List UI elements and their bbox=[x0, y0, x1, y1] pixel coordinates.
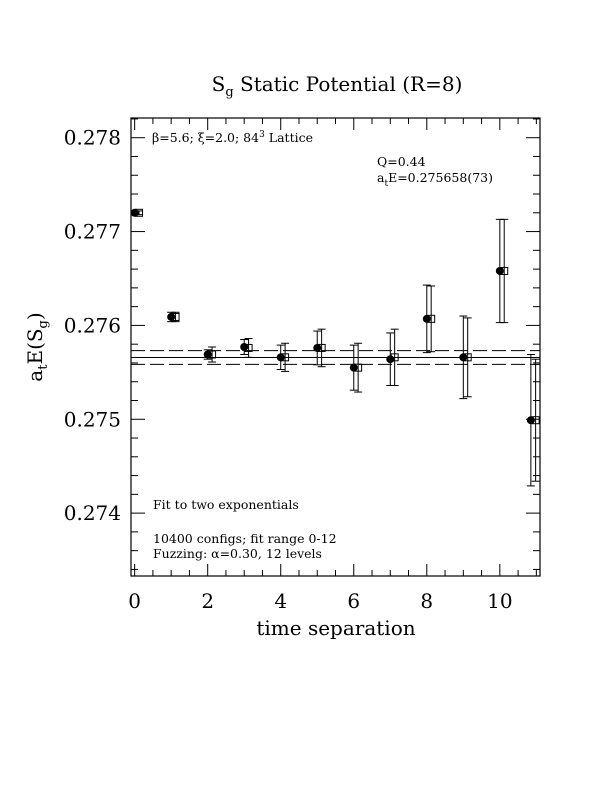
lattice-annotation: β=5.6; ξ=2.0; 843 Lattice bbox=[152, 130, 313, 145]
data-point-circle bbox=[526, 416, 535, 425]
data-point-square bbox=[244, 343, 253, 352]
x-tick-label: 10 bbox=[487, 589, 512, 613]
x-tick-label: 6 bbox=[347, 589, 360, 613]
energy-pre: a bbox=[377, 170, 385, 185]
data-point-circle bbox=[276, 353, 285, 362]
data-point-circle bbox=[313, 343, 322, 352]
q-annotation: Q=0.44 bbox=[377, 154, 426, 169]
ylabel-sub2: g bbox=[36, 320, 51, 328]
data-point-circle bbox=[422, 314, 431, 323]
data-markers bbox=[130, 208, 540, 425]
fuzzing-annotation: Fuzzing: α=0.30, 12 levels bbox=[153, 546, 322, 561]
chart-title: Sg Static Potential (R=8) bbox=[212, 72, 463, 100]
energy-annotation: atE=0.275658(73) bbox=[377, 170, 493, 189]
y-tick-label: 0.274 bbox=[64, 501, 121, 525]
x-tick-label: 2 bbox=[201, 589, 214, 613]
ylabel-post: ) bbox=[23, 312, 47, 320]
y-tick-label: 0.277 bbox=[64, 220, 121, 244]
data-point-circle bbox=[459, 353, 468, 362]
data-point-circle bbox=[495, 266, 504, 275]
data-point-circle bbox=[240, 343, 249, 351]
ylabel-mid: E(S bbox=[23, 328, 47, 364]
lattice-pre: β=5.6; ξ=2.0; 84 bbox=[152, 130, 259, 145]
y-tick-label: 0.278 bbox=[64, 126, 121, 150]
x-tick-label: 0 bbox=[128, 589, 141, 613]
data-point-circle bbox=[386, 355, 395, 364]
ylabel-pre: a bbox=[23, 370, 47, 382]
data-point-square bbox=[427, 314, 436, 323]
data-point-square bbox=[463, 353, 472, 362]
y-axis-label: atE(Sg) bbox=[23, 312, 51, 381]
data-point-square bbox=[135, 208, 144, 217]
y-tick-label: 0.276 bbox=[64, 313, 121, 337]
lattice-post: Lattice bbox=[265, 130, 313, 145]
title-main: S bbox=[212, 72, 226, 96]
data-point-square bbox=[317, 343, 326, 352]
data-point-circle bbox=[203, 350, 212, 359]
data-point-circle bbox=[349, 363, 358, 372]
title-sub: g bbox=[225, 85, 233, 100]
x-tick-label: 8 bbox=[420, 589, 433, 613]
energy-sub: t bbox=[384, 179, 388, 189]
x-axis-label: time separation bbox=[256, 616, 415, 640]
x-tick-labels: 0 2 4 6 8 10 bbox=[128, 589, 512, 613]
fit-band bbox=[131, 350, 540, 365]
data-point-square bbox=[531, 416, 540, 425]
fit-description: Fit to two exponentials bbox=[153, 497, 299, 512]
ylabel-sub1: t bbox=[36, 364, 51, 370]
lattice-sup: 3 bbox=[259, 130, 265, 140]
data-point-square bbox=[281, 353, 290, 362]
title-rest: Static Potential (R=8) bbox=[234, 72, 463, 96]
data-point-square bbox=[208, 350, 217, 359]
data-point-square bbox=[390, 353, 399, 362]
configs-annotation: 10400 configs; fit range 0-12 bbox=[153, 531, 337, 546]
data-point-square bbox=[171, 312, 180, 321]
data-point-circle bbox=[167, 312, 176, 321]
x-tick-label: 4 bbox=[274, 589, 287, 613]
energy-post: E=0.275658(73) bbox=[388, 170, 493, 185]
data-point-square bbox=[500, 266, 509, 275]
error-bars bbox=[130, 210, 540, 487]
data-point-square bbox=[354, 363, 363, 372]
data-point-circle bbox=[130, 208, 139, 217]
y-tick-label: 0.275 bbox=[64, 407, 121, 431]
y-tick-labels: 0.274 0.275 0.276 0.277 0.278 bbox=[64, 126, 121, 525]
axis-ticks bbox=[131, 118, 540, 576]
